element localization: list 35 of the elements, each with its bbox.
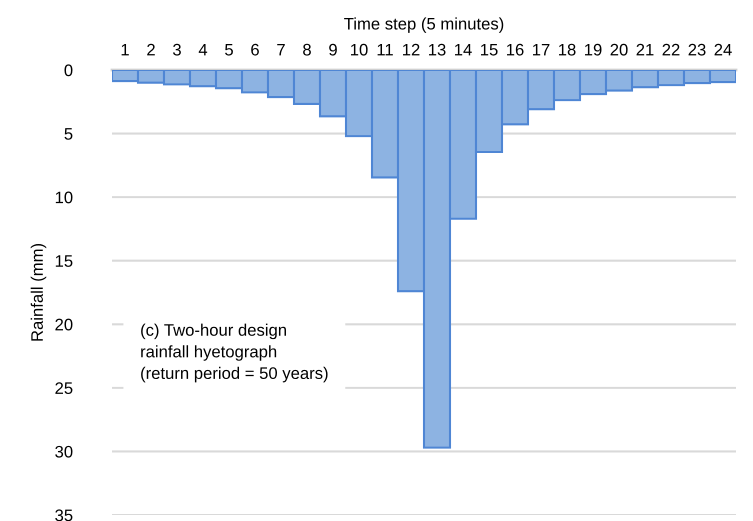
x-tick-label: 13 bbox=[429, 44, 446, 56]
x-tick-label: 6 bbox=[251, 44, 259, 56]
y-tick-label: 20 bbox=[55, 318, 72, 330]
annotation: (c) Two-hour design rainfall hyetograph (return period = 50 years) bbox=[141, 324, 328, 382]
x-tick-label: 12 bbox=[403, 44, 420, 56]
x-tick-label: 24 bbox=[714, 44, 732, 56]
x-tick-label: 1 bbox=[122, 44, 129, 56]
x-tick-label: 5 bbox=[225, 44, 233, 56]
x-tick-label: 16 bbox=[507, 44, 524, 56]
y-tick-label: 35 bbox=[55, 509, 72, 521]
x-tick-label: 3 bbox=[173, 44, 181, 56]
x-tick-label: 9 bbox=[329, 44, 337, 56]
y-tick-label: 10 bbox=[56, 192, 72, 204]
x-tick-label: 17 bbox=[533, 44, 550, 56]
x-tick-label: 20 bbox=[610, 44, 628, 56]
x-tick-label: 2 bbox=[147, 44, 155, 56]
y-tick-label: 0 bbox=[64, 64, 72, 76]
x-tick-label: 10 bbox=[351, 44, 368, 56]
x-tick-label: 4 bbox=[198, 44, 208, 56]
x-axis-title: Time step (5 minutes) bbox=[344, 17, 504, 33]
x-tick-label: 21 bbox=[636, 44, 654, 56]
y-tick-label: 30 bbox=[55, 446, 72, 458]
y-axis-title: Rainfall (mm) bbox=[30, 244, 46, 341]
x-tick-label: 23 bbox=[688, 44, 706, 56]
x-tick-label: 14 bbox=[455, 44, 472, 56]
x-tick-label: 19 bbox=[585, 44, 602, 56]
x-tick-label: 15 bbox=[481, 44, 498, 56]
x-tick-label: 11 bbox=[378, 44, 393, 56]
x-tick-label: 22 bbox=[662, 44, 680, 56]
y-tick-label: 15 bbox=[56, 255, 72, 267]
x-tick-label: 18 bbox=[559, 44, 576, 56]
x-tick-label: 8 bbox=[303, 44, 311, 56]
x-tick-label: 7 bbox=[277, 44, 285, 56]
y-tick-label: 25 bbox=[55, 382, 72, 394]
y-tick-label: 5 bbox=[64, 128, 72, 140]
